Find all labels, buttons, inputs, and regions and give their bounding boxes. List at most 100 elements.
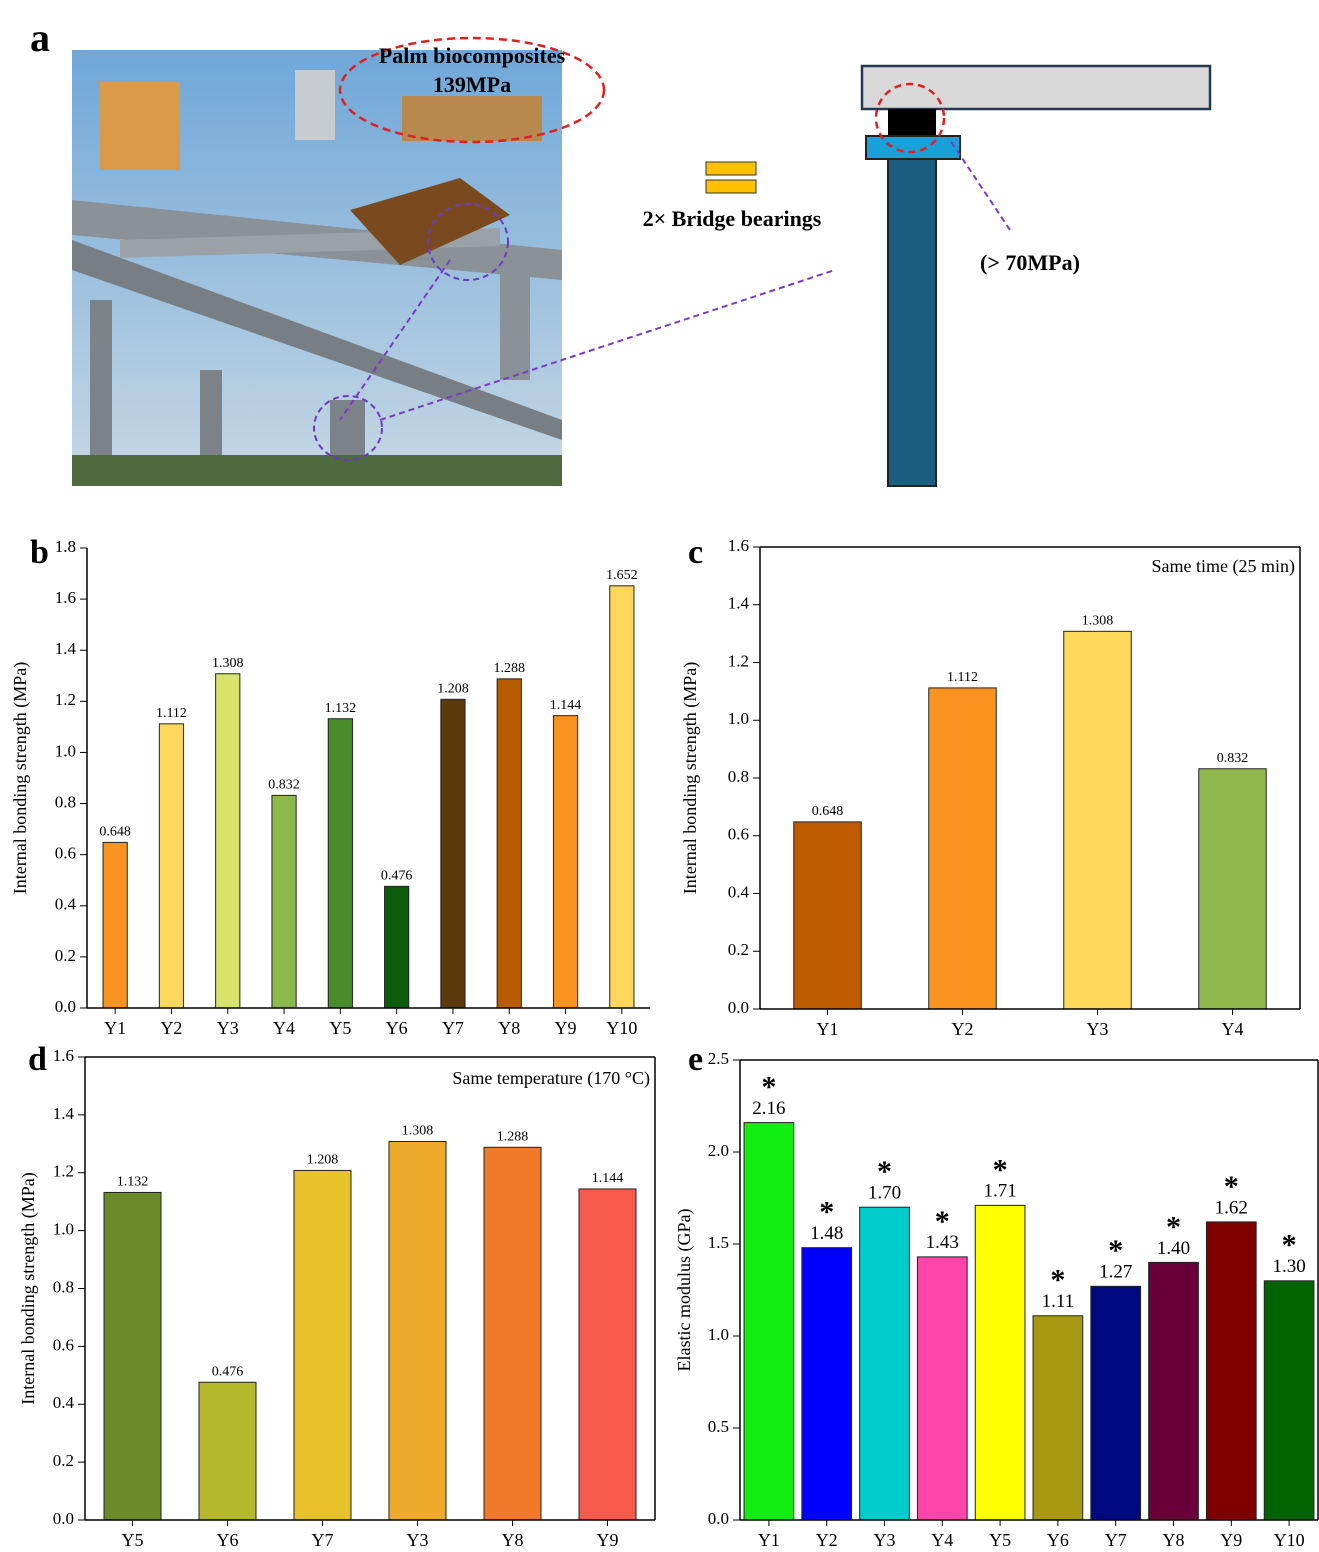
- y-tick-label: 1.4: [728, 594, 750, 613]
- x-tick-label: Y7: [442, 1018, 464, 1038]
- y-tick-label: 0.8: [728, 767, 749, 786]
- significance-marker: *: [935, 1205, 950, 1238]
- y-tick-label: 1.6: [55, 588, 76, 607]
- significance-marker: *: [819, 1196, 834, 1229]
- x-tick-label: Y1: [817, 1019, 839, 1039]
- y-tick-label: 1.5: [708, 1233, 729, 1252]
- y-tick-label: 1.0: [728, 709, 749, 728]
- y-tick-label: 0.4: [55, 895, 77, 914]
- panel-label: e: [688, 1041, 703, 1078]
- y-tick-label: 1.6: [728, 536, 749, 555]
- y-axis-title: Elastic modulus (GPa): [674, 1209, 695, 1372]
- value-label: 1.112: [947, 670, 978, 685]
- callout-value: 139MPa: [433, 72, 511, 97]
- value-label: 1.308: [402, 1124, 434, 1139]
- x-tick-label: Y1: [104, 1018, 126, 1038]
- x-tick-label: Y7: [1105, 1530, 1127, 1550]
- bar: [104, 1192, 161, 1520]
- y-tick-label: 1.4: [55, 639, 77, 658]
- value-label: 0.832: [1217, 751, 1249, 766]
- bar: [1264, 1281, 1314, 1520]
- value-label: 1.288: [494, 661, 526, 676]
- x-tick-label: Y5: [122, 1530, 144, 1550]
- y-tick-label: 2.0: [708, 1141, 729, 1160]
- significance-marker: *: [1282, 1229, 1297, 1262]
- y-tick-label: 0.4: [53, 1393, 75, 1412]
- panel-label: b: [30, 534, 49, 571]
- value-label: 1.208: [437, 682, 469, 697]
- value-label: 0.648: [812, 804, 844, 819]
- significance-marker: *: [993, 1153, 1008, 1186]
- y-tick-label: 1.2: [55, 690, 76, 709]
- value-label: 1.112: [156, 706, 187, 721]
- page: a Palm biocomposites 139MPa 2× Bridge be…: [0, 0, 1319, 1552]
- bar: [159, 724, 183, 1008]
- bar: [1064, 631, 1132, 1009]
- x-tick-label: Y5: [329, 1018, 351, 1038]
- x-tick-label: Y9: [597, 1530, 619, 1550]
- x-tick-label: Y3: [1087, 1019, 1109, 1039]
- bar: [103, 842, 127, 1008]
- panel-label: d: [28, 1041, 47, 1078]
- y-axis-title: Internal bonding strength (MPa): [680, 662, 701, 894]
- y-tick-label: 1.8: [55, 537, 76, 556]
- bar: [1091, 1286, 1141, 1520]
- y-tick-label: 1.2: [728, 651, 749, 670]
- bar: [1149, 1262, 1199, 1520]
- y-tick-label: 0.0: [728, 998, 749, 1017]
- callout-title: Palm biocomposites: [379, 43, 566, 68]
- x-tick-label: Y9: [555, 1018, 577, 1038]
- bar: [385, 886, 409, 1008]
- y-tick-label: 1.6: [53, 1046, 74, 1065]
- bar: [579, 1189, 636, 1520]
- y-tick-label: 1.0: [708, 1325, 729, 1344]
- y-tick-label: 0.6: [728, 825, 749, 844]
- y-axis-title: Internal bonding strength (MPa): [10, 662, 31, 894]
- x-tick-label: Y5: [989, 1530, 1011, 1550]
- bar: [484, 1147, 541, 1520]
- value-label: 1.132: [325, 701, 357, 716]
- x-tick-label: Y4: [273, 1018, 295, 1038]
- significance-marker: *: [1108, 1234, 1123, 1267]
- y-tick-label: 1.2: [53, 1162, 74, 1181]
- value-label: 0.476: [212, 1364, 244, 1379]
- value-label: 0.476: [381, 869, 413, 884]
- x-tick-label: Y2: [816, 1530, 838, 1550]
- y-tick-label: 0.4: [728, 882, 750, 901]
- y-axis-title: Internal bonding strength (MPa): [18, 1172, 39, 1404]
- annotation: Same time (25 min): [1152, 556, 1295, 577]
- bar: [929, 688, 997, 1009]
- value-label: 1.208: [307, 1153, 339, 1168]
- y-tick-label: 0.2: [55, 946, 76, 965]
- y-tick-label: 0.8: [55, 792, 76, 811]
- panel-label: a: [30, 15, 50, 60]
- value-label: 1.144: [592, 1171, 624, 1186]
- y-tick-label: 0.2: [53, 1451, 74, 1470]
- value-label: 1.144: [550, 698, 582, 713]
- value-label: 1.308: [212, 656, 244, 671]
- y-tick-label: 0.0: [708, 1509, 729, 1528]
- bar: [389, 1141, 446, 1520]
- bar: [1206, 1222, 1256, 1520]
- value-label: 1.652: [606, 568, 638, 583]
- x-tick-label: Y10: [606, 1018, 637, 1038]
- bar: [1199, 769, 1267, 1009]
- value-label: 1.288: [497, 1130, 529, 1145]
- y-tick-label: 0.5: [708, 1417, 729, 1436]
- x-tick-label: Y3: [874, 1530, 896, 1550]
- x-tick-label: Y3: [407, 1530, 429, 1550]
- x-tick-label: Y2: [160, 1018, 182, 1038]
- bar: [553, 716, 577, 1008]
- x-tick-label: Y8: [1163, 1530, 1185, 1550]
- y-tick-label: 0.0: [53, 1509, 74, 1528]
- bar: [794, 822, 862, 1009]
- bar: [744, 1123, 794, 1520]
- x-tick-label: Y9: [1220, 1530, 1242, 1550]
- bar: [610, 586, 634, 1008]
- bar: [294, 1170, 351, 1520]
- y-tick-label: 2.5: [708, 1049, 729, 1068]
- annotation: Same temperature (170 °C): [452, 1068, 650, 1089]
- x-tick-label: Y3: [217, 1018, 239, 1038]
- y-tick-label: 1.0: [55, 741, 76, 760]
- bar: [975, 1205, 1025, 1520]
